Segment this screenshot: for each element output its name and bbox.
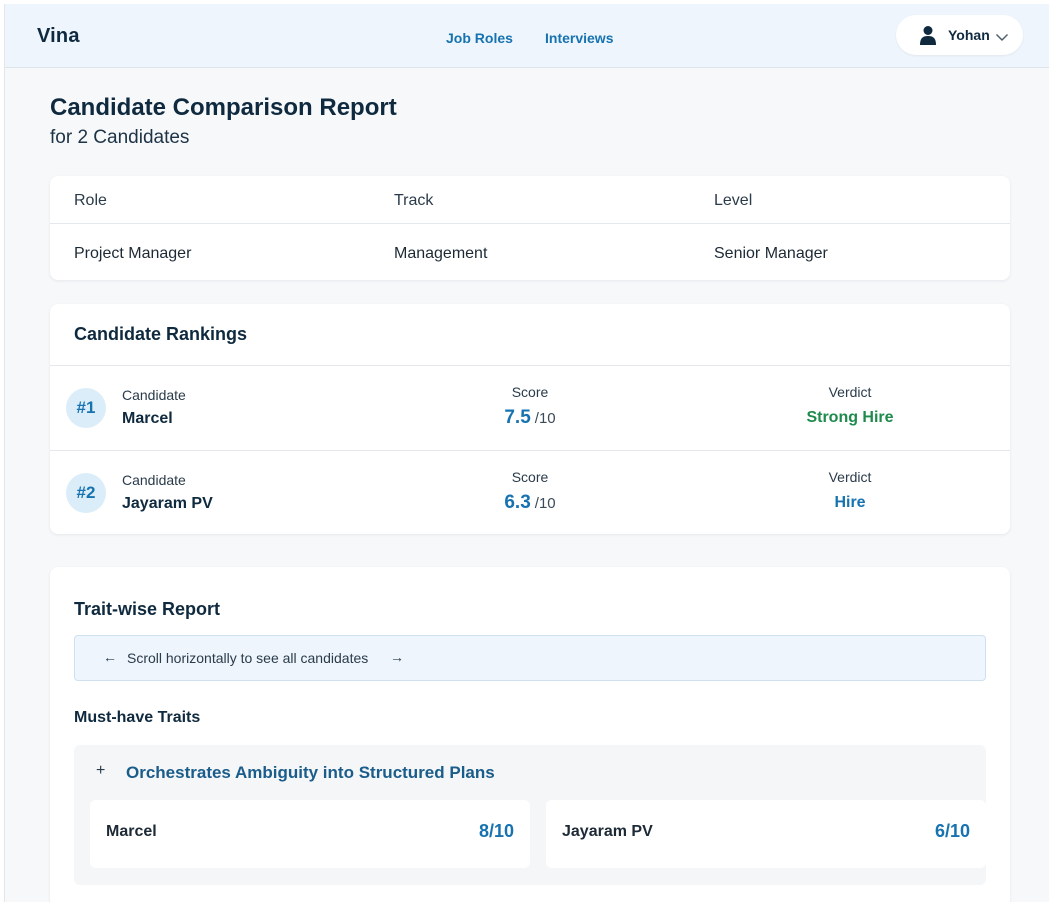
score-max: /10 (534, 495, 556, 512)
verdict-label: Verdict (828, 469, 872, 485)
verdict-value: Hire (834, 494, 866, 511)
top-navbar: Vina Job Roles Interviews Yohan (5, 4, 1049, 68)
brand-logo[interactable]: Vina (37, 25, 80, 47)
divider (50, 223, 1010, 224)
score-label: Score (511, 469, 549, 485)
trait-report-title: Trait-wise Report (74, 599, 221, 619)
candidate-name: Jayaram PV (122, 495, 213, 512)
scroll-hint-text: Scroll horizontally to see all candidate… (127, 650, 369, 666)
verdict-value: Strong Hire (806, 409, 894, 426)
track-header: Track (394, 192, 434, 209)
trait-score-cell: Jayaram PV 6/10 (546, 800, 986, 868)
score-number: 6.3 (504, 492, 531, 513)
scroll-hint-banner: ← Scroll horizontally to see all candida… (74, 635, 986, 681)
expand-icon[interactable]: + (96, 762, 106, 779)
arrow-right-icon: → (390, 649, 404, 665)
trait-group: + Orchestrates Ambiguity into Structured… (74, 745, 986, 885)
score-value: 6.3/10 (450, 492, 610, 514)
trait-score: 8/10 (478, 821, 514, 841)
role-info-card: Role Track Level Project Manager Managem… (50, 176, 1010, 280)
rankings-title: Candidate Rankings (74, 324, 248, 344)
divider (50, 450, 1010, 451)
score-label: Score (511, 384, 549, 400)
divider (50, 365, 1010, 366)
trait-score: 6/10 (934, 821, 970, 841)
user-menu-button[interactable]: Yohan (896, 15, 1023, 55)
verdict-label: Verdict (828, 384, 872, 400)
trait-report-card: Trait-wise Report ← Scroll horizontally … (50, 567, 1010, 902)
rank-badge: #2 (66, 473, 106, 513)
nav-interviews[interactable]: Interviews (545, 30, 614, 46)
trait-candidate-name: Marcel (106, 823, 157, 840)
trait-candidate-name: Jayaram PV (562, 823, 653, 840)
must-have-traits-heading: Must-have Traits (74, 709, 201, 726)
role-value: Project Manager (74, 245, 192, 262)
user-name: Yohan (948, 27, 990, 43)
candidate-label: Candidate (122, 472, 186, 488)
candidate-label: Candidate (122, 387, 186, 403)
candidate-name: Marcel (122, 410, 173, 427)
candidate-rankings-card: Candidate Rankings #1 Candidate Marcel S… (50, 304, 1010, 534)
score-max: /10 (534, 410, 556, 427)
nav-job-roles[interactable]: Job Roles (446, 30, 513, 46)
level-value: Senior Manager (714, 245, 828, 262)
track-value: Management (394, 245, 488, 262)
trait-name[interactable]: Orchestrates Ambiguity into Structured P… (126, 763, 495, 782)
arrow-left-icon: ← (103, 649, 117, 665)
person-icon (918, 25, 938, 50)
trait-score-cell: Marcel 8/10 (90, 800, 530, 868)
page-subtitle: for 2 Candidates (50, 127, 190, 148)
score-value: 7.5/10 (450, 407, 610, 429)
app-window: Vina Job Roles Interviews Yohan Candidat… (4, 4, 1049, 902)
rank-badge: #1 (66, 388, 106, 428)
chevron-down-icon (995, 29, 1009, 47)
score-number: 7.5 (504, 407, 531, 428)
role-header: Role (74, 192, 107, 209)
level-header: Level (714, 192, 753, 209)
page-title: Candidate Comparison Report (50, 94, 397, 121)
